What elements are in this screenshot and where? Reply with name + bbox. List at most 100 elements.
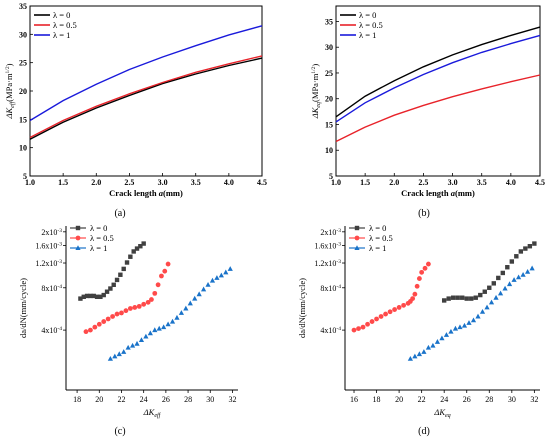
data-point [469,296,474,301]
data-point [515,274,522,280]
data-point [532,241,537,246]
y-tick-label: 4x10-4 [320,326,341,335]
x-tick-label: 28 [184,395,192,404]
legend-label: λ = 1 [359,30,376,40]
data-point [479,308,486,314]
data-point [455,295,460,300]
data-point [152,290,158,296]
caption-c: (c) [114,426,125,437]
data-point [351,327,357,333]
series-line-2 [335,34,541,123]
data-point [441,298,447,303]
data-point [525,268,531,274]
data-point [460,295,465,300]
y-tick-label: 20 [19,87,27,96]
series-line-1 [335,74,541,143]
data-point [214,275,220,280]
legend-label: λ = 0.5 [359,20,383,30]
y-tick-label: 35 [325,17,333,26]
data-point [84,293,90,299]
y-tick-label: 5 [23,172,27,181]
data-point [360,324,366,330]
data-point [116,351,122,357]
data-point [430,342,436,348]
data-point [218,272,224,278]
data-point [484,304,490,310]
data-point [119,310,124,316]
series-0 [441,241,537,303]
x-tick-label: 32 [530,395,538,404]
data-point [493,294,499,300]
data-point [475,313,481,319]
x-tick-label: 1.0 [331,178,341,187]
data-point [88,327,93,333]
data-point [223,269,229,275]
legend-label: λ = 0 [90,223,107,233]
data-point [416,276,422,281]
data-point [141,241,146,246]
data-point [383,311,388,317]
y-tick-label: 8x10-4 [41,284,62,293]
data-point [124,260,130,265]
x-tick-label: 22 [117,395,125,404]
data-point [134,340,140,346]
plot-frame [335,5,541,177]
data-point [419,269,425,275]
series-line-0 [335,26,541,118]
y-tick-label: 2x10-3 [320,228,341,237]
data-point [118,272,123,277]
data-point [75,245,81,250]
data-point [81,294,86,300]
y-tick-label: 30 [325,43,333,52]
data-point [412,353,418,359]
data-point [205,281,211,287]
data-point [478,292,483,298]
data-point [183,305,189,311]
data-point [96,321,102,327]
data-point [466,320,472,325]
data-point [505,265,510,270]
data-point [369,319,375,324]
data-point [165,321,171,327]
data-point [497,290,504,296]
data-point [439,335,445,341]
legend-label: λ = 0.5 [369,233,393,243]
x-tick-label: 4.5 [535,178,545,187]
data-point [422,265,428,271]
x-tick-label: 2.0 [91,178,101,187]
data-point [78,296,83,301]
data-point [407,356,413,361]
x-tick-label: 26 [463,395,471,404]
data-point [416,351,422,357]
data-point [83,329,89,335]
x-tick-label: 1.0 [25,178,35,187]
legend-label: λ = 1 [90,243,107,253]
data-point [132,305,138,310]
data-point [165,261,171,267]
data-point [470,317,477,323]
legend-label: λ = 1 [369,243,386,253]
data-point [473,295,478,300]
data-point [491,281,496,286]
data-point [94,294,100,300]
data-point [496,275,501,281]
data-point [425,344,432,350]
data-point [107,356,113,361]
y-tick-label: 4x10-4 [41,326,62,335]
y-axis-label: ΔKeff(MPa·m1/2) [4,63,16,119]
series-2 [107,266,233,361]
x-axis-label: ΔKeff [143,407,162,419]
data-point [426,261,431,267]
x-tick-label: 2.5 [124,178,134,187]
data-point [127,306,133,311]
data-point [136,303,142,309]
data-point [401,302,407,308]
data-point [91,293,96,299]
data-point [125,344,131,350]
data-point [354,245,360,250]
data-point [169,318,176,324]
panel-b: 1.0 1.5 2.0 2.5 3.0 3.5 4.0 4.5 5 10 15 20 25 30 35 Cra… [310,5,545,198]
data-point [482,289,487,294]
data-point [452,325,459,331]
data-point [108,286,113,291]
